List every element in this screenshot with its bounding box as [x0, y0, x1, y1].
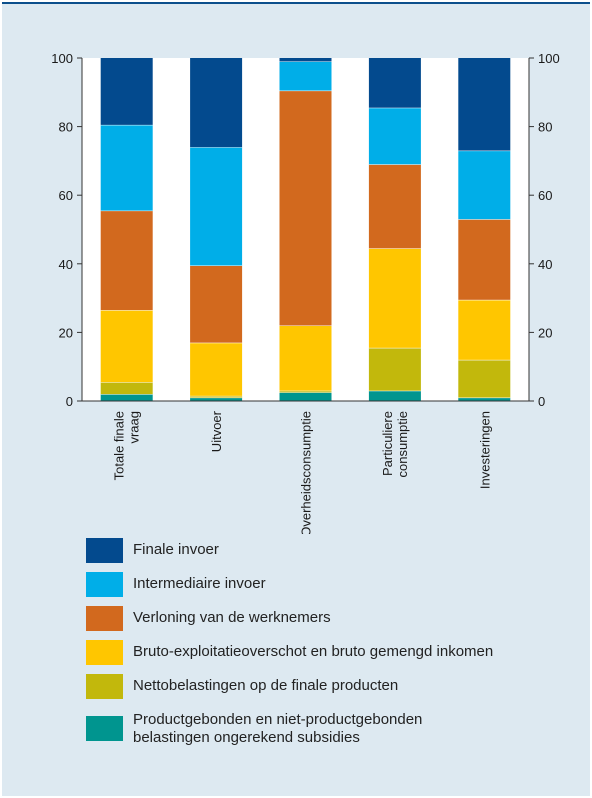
x-category-label: Particuliereconsumptie: [380, 411, 410, 477]
bar-segment: [368, 248, 421, 348]
legend-label: Verloning van de werknemers: [133, 609, 331, 626]
legend-item: Intermediaire invoer: [86, 572, 576, 606]
legend-item: Nettobelastingen op de finale producten: [86, 674, 576, 708]
y-tick-label-right: 100: [538, 51, 560, 66]
legend-label: Intermediaire invoer: [133, 575, 266, 592]
stacked-bar-chart: 0 0 20 20 40 40 60 60 80 80 100 100 Totale finalevra…: [51, 51, 560, 534]
bar-segment: [190, 265, 243, 343]
bar-segment: [368, 58, 421, 108]
bar-segment: [279, 390, 332, 393]
legend-item: Productgebonden en niet-productgebonden …: [86, 708, 576, 758]
bar-segment: [368, 347, 421, 391]
y-tick-label-left: 20: [59, 325, 73, 340]
legend-label: Productgebonden en niet-productgebonden …: [133, 711, 423, 746]
legend-item: Verloning van de werknemers: [86, 606, 576, 640]
y-tick-label-right: 60: [538, 188, 552, 203]
legend-swatch: [86, 538, 123, 563]
bar-segment: [279, 58, 332, 62]
legend-label: Finale invoer: [133, 541, 219, 558]
bar-segment: [100, 124, 153, 211]
bar-segment: [100, 210, 153, 311]
y-tick-label-left: 0: [66, 394, 73, 409]
legend: Finale invoer Intermediaire invoer Verloni…: [86, 538, 576, 758]
legend-swatch: [86, 640, 123, 665]
bar-segment: [100, 58, 153, 125]
bar-segment: [458, 299, 511, 360]
legend-swatch: [86, 716, 123, 741]
bar-segment: [100, 310, 153, 383]
bar-segment: [190, 58, 243, 148]
bar-segment: [458, 58, 511, 151]
legend-swatch: [86, 606, 123, 631]
bar-segment: [368, 164, 421, 249]
bar-segment: [100, 382, 153, 395]
legend-label: Bruto-exploitatieoverschot en bruto geme…: [133, 643, 494, 660]
bar-segment: [279, 90, 332, 326]
x-category-label: Overheidsconsumptie: [299, 411, 314, 534]
y-tick-label-right: 40: [538, 257, 552, 272]
bar-segment: [458, 219, 511, 300]
bar-segment: [190, 397, 243, 401]
bar-segment: [458, 397, 511, 401]
y-tick-label-left: 40: [59, 257, 73, 272]
bar-segment: [190, 395, 243, 398]
bar-segment: [458, 359, 511, 398]
bar-segment: [368, 107, 421, 165]
bar-segment: [279, 61, 332, 91]
legend-label: Nettobelastingen op de finale producten: [133, 677, 399, 694]
x-category-label: Totale finalevraag: [112, 411, 142, 480]
bar-segment: [190, 342, 243, 396]
bar-segment: [368, 390, 421, 401]
legend-swatch: [86, 674, 123, 699]
y-tick-label-right: 80: [538, 120, 552, 135]
y-tick-label-left: 60: [59, 188, 73, 203]
legend-item: Bruto-exploitatieoverschot en bruto geme…: [86, 640, 576, 674]
y-tick-label-left: 100: [51, 51, 73, 66]
bar-segment: [100, 394, 153, 401]
x-category-label: Investeringen: [477, 411, 492, 489]
y-tick-label-right: 0: [538, 394, 545, 409]
bar-segment: [279, 325, 332, 391]
legend-item: Finale invoer: [86, 538, 576, 572]
x-category-label: Uitvoer: [209, 410, 224, 452]
y-tick-label-left: 80: [59, 120, 73, 135]
bar-segment: [279, 392, 332, 401]
y-tick-label-right: 20: [538, 325, 552, 340]
bar-segment: [190, 147, 243, 266]
legend-swatch: [86, 572, 123, 597]
bar-segment: [458, 150, 511, 220]
